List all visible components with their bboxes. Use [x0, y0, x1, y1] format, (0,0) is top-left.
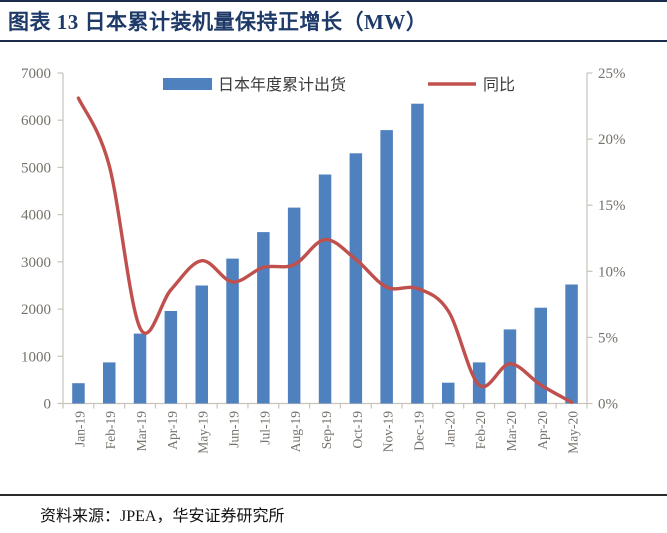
bar — [349, 153, 363, 404]
x-axis-label: Feb-19 — [103, 411, 118, 449]
bar — [534, 307, 547, 404]
y-axis-label-right: 0% — [598, 397, 618, 413]
title-divider-rule — [0, 40, 667, 42]
bar — [226, 258, 239, 404]
cumulative-shipment-bars — [72, 103, 578, 404]
y-axis-label-left: 2000 — [21, 302, 51, 318]
legend-line-label: 同比 — [483, 76, 515, 94]
x-axis-label: Dec-19 — [412, 411, 427, 451]
x-axis-label: Sep-19 — [319, 411, 334, 449]
x-axis-label: Aug-19 — [288, 411, 303, 452]
bar — [503, 329, 517, 404]
x-axis-label: May-20 — [566, 411, 581, 454]
footer-divider-rule — [0, 494, 667, 496]
x-axis-label: Jan-19 — [72, 411, 87, 447]
bar — [133, 333, 147, 404]
bar — [257, 232, 270, 404]
bar — [442, 382, 455, 404]
x-axis-label: Oct-19 — [350, 411, 365, 449]
x-axis-label: Jul-19 — [257, 411, 272, 445]
y-axis-label-right: 15% — [598, 198, 626, 214]
x-axis-label: Nov-19 — [381, 411, 396, 452]
y-axis-label-left: 4000 — [21, 208, 51, 224]
y-axis-label-left: 0 — [44, 397, 52, 413]
top-border-rule — [0, 0, 667, 2]
figure-title: 图表 13 日本累计装机量保持正增长（MW） — [8, 10, 428, 34]
y-axis-label-right: 25% — [598, 66, 626, 82]
legend: 日本年度累计出货 同比 — [163, 76, 515, 94]
x-axis-label: Jan-20 — [442, 411, 457, 447]
bar — [287, 207, 301, 404]
x-axis-label: Apr-20 — [535, 411, 550, 450]
y-axis-label-left: 3000 — [21, 255, 51, 271]
legend-bar-label: 日本年度累计出货 — [218, 76, 346, 94]
y-axis-label-right: 20% — [598, 132, 626, 148]
bar — [195, 285, 208, 404]
bar — [565, 284, 578, 404]
y-axis-label-right: 10% — [598, 264, 626, 280]
x-axis-label: Mar-20 — [504, 411, 519, 451]
axis-labels: 0 1000 2000 3000 4000 5000 6000 7000 0% 5% 10% 15% 2… — [21, 66, 626, 454]
x-axis-label: Apr-19 — [165, 411, 180, 450]
bar — [318, 174, 332, 404]
legend-bar-swatch — [163, 78, 212, 90]
source-note: 资料来源：JPEA，华安证券研究所 — [40, 508, 285, 525]
bar — [164, 311, 178, 404]
y-axis-label-left: 5000 — [21, 160, 51, 176]
x-axis-label: Jun-19 — [227, 411, 242, 448]
bar-line-chart: 0 1000 2000 3000 4000 5000 6000 7000 0% 5% 10% 15% 2… — [21, 66, 626, 454]
bar — [411, 103, 424, 404]
y-axis-label-right: 5% — [598, 330, 618, 346]
yoy-trend-line — [76, 96, 574, 404]
y-axis-label-left: 7000 — [21, 66, 51, 82]
bar — [103, 362, 116, 404]
x-axis-label: Mar-19 — [134, 411, 149, 451]
x-axis-label: Feb-20 — [473, 411, 488, 449]
bar — [72, 383, 85, 404]
y-axis-label-left: 6000 — [21, 113, 51, 129]
y-axis-label-left: 1000 — [21, 349, 51, 365]
x-axis-label: May-19 — [196, 411, 211, 454]
bar — [380, 130, 393, 404]
